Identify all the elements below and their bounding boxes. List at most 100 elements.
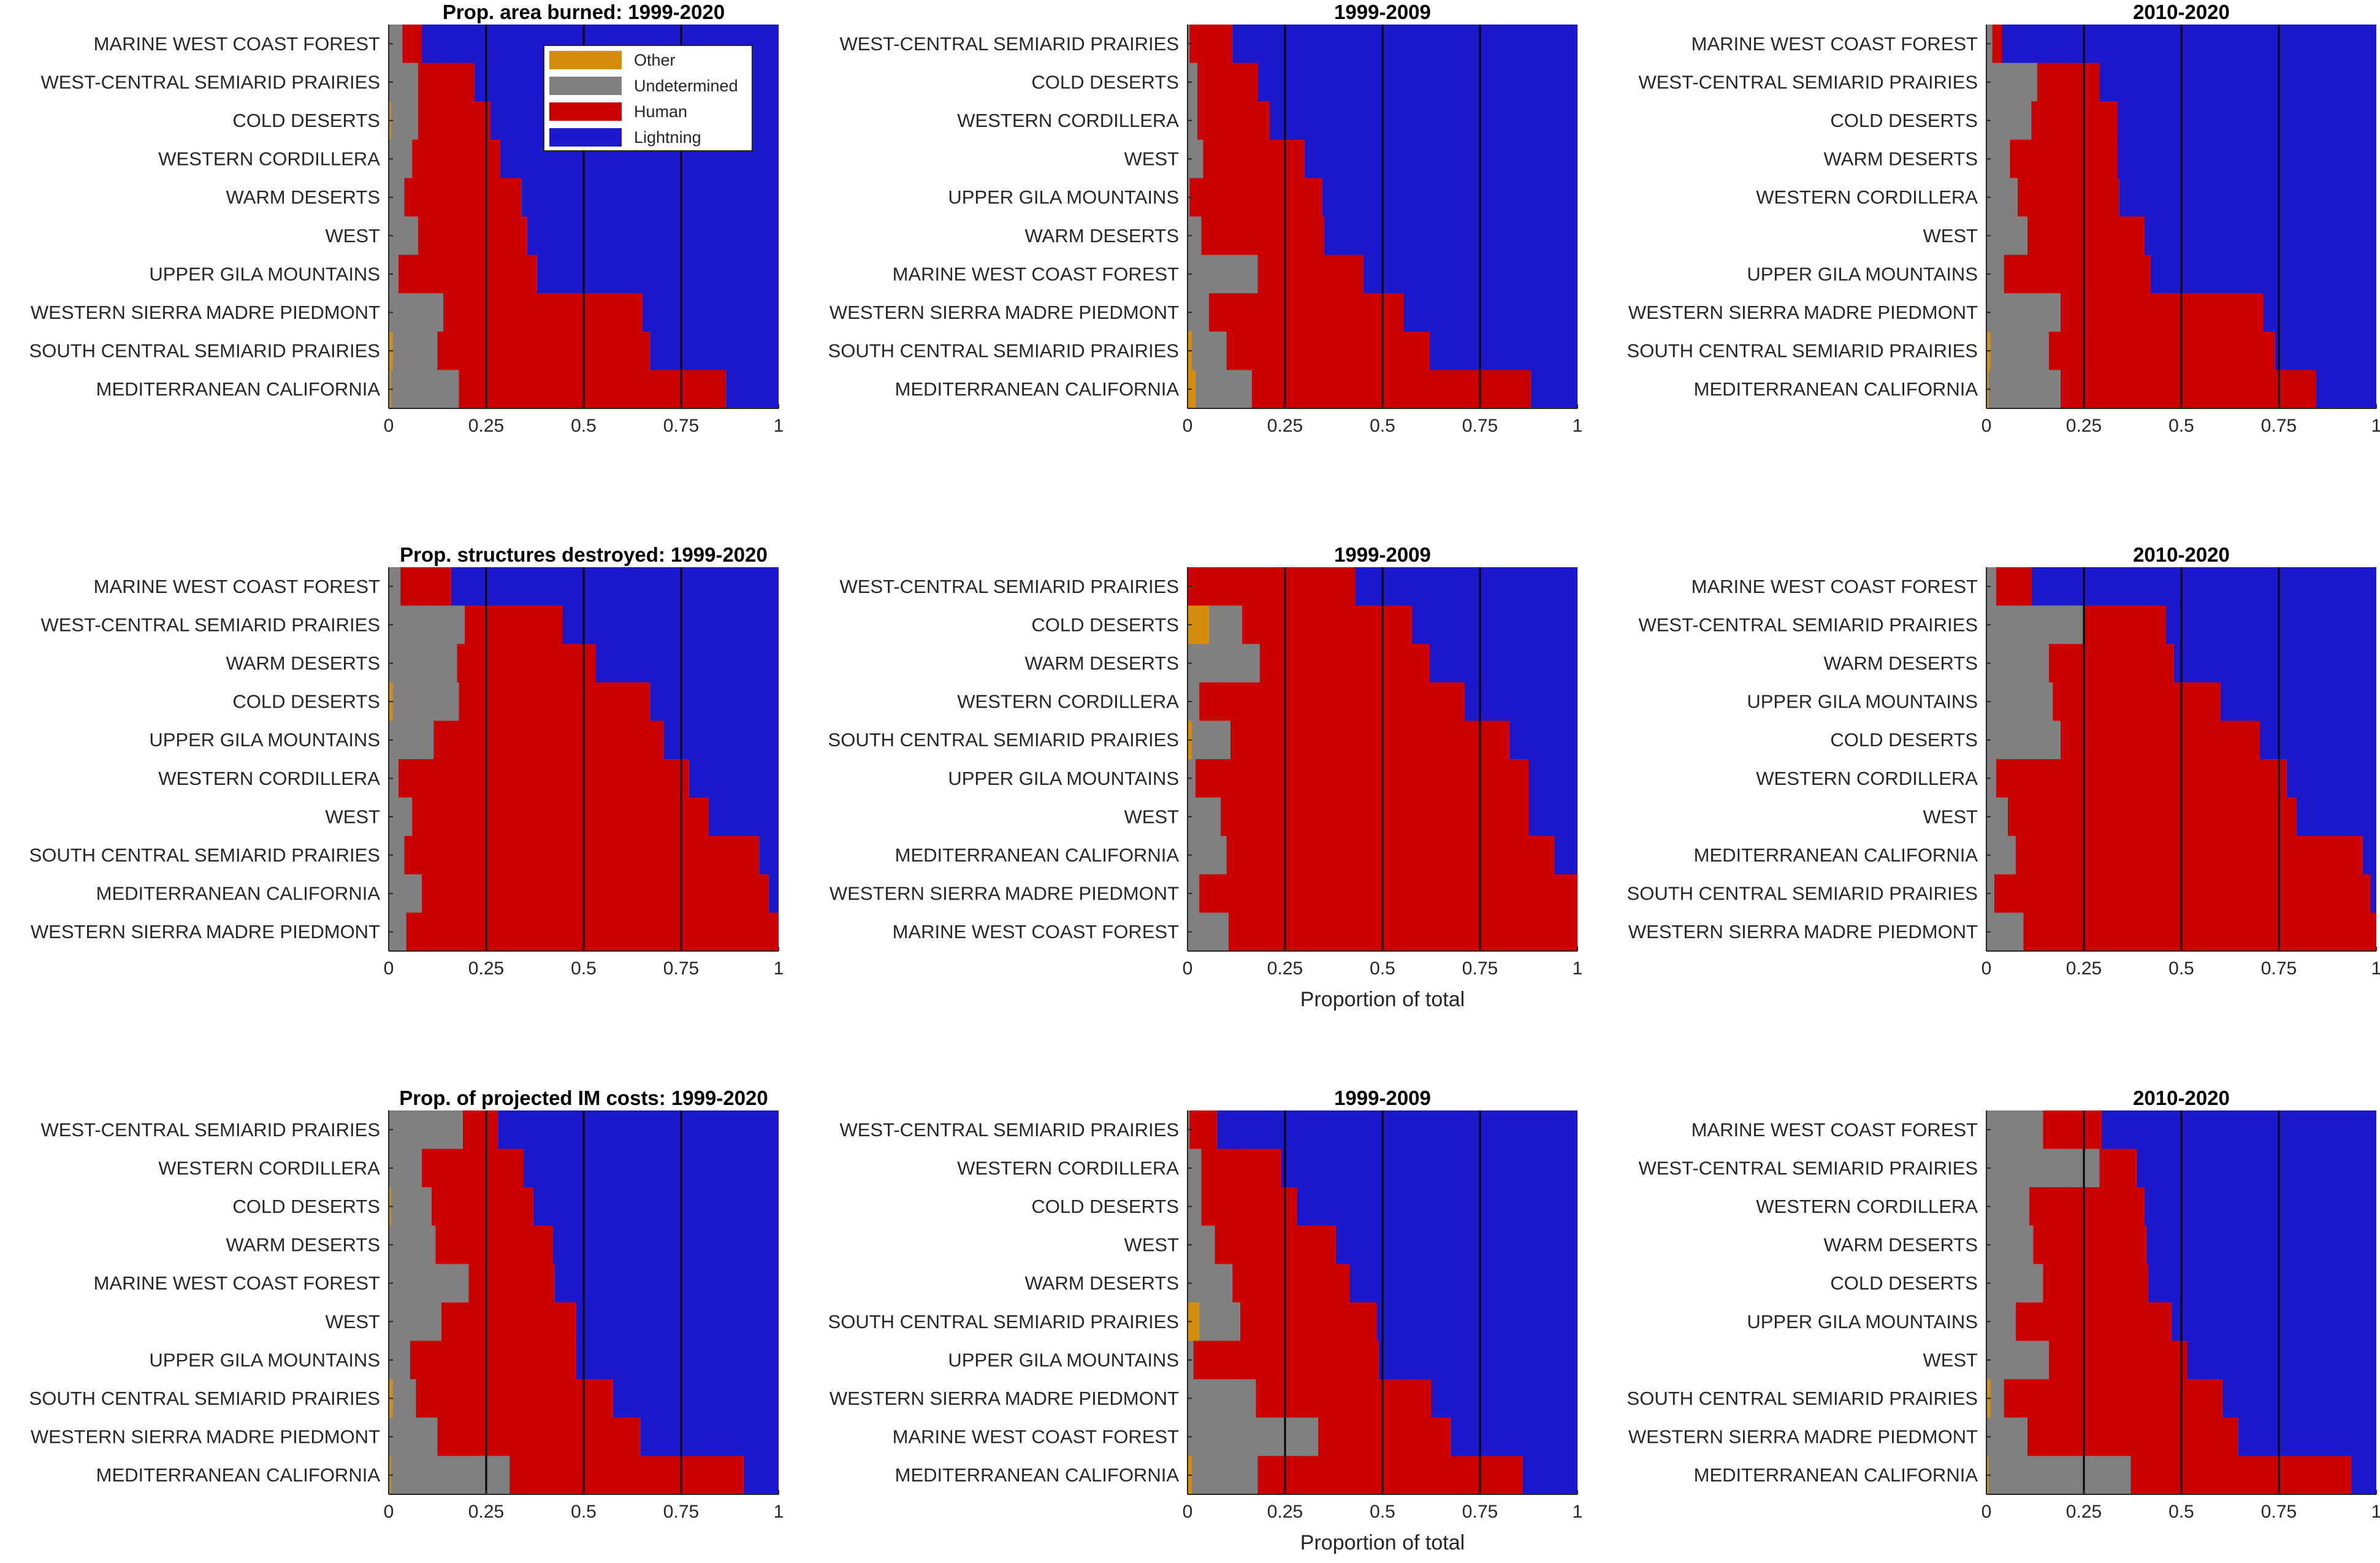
bar-segment-undetermined [1986, 567, 1996, 606]
bar-segment-undetermined [1986, 759, 1996, 798]
bar-segment-human [2033, 1225, 2146, 1264]
bar-segment-undetermined [1986, 216, 2027, 256]
category-label: WARM DESERTS [1824, 652, 1978, 674]
bar-segment-lightning [2101, 1110, 2376, 1150]
bar-segment-lightning [1429, 331, 1577, 370]
category-label: WESTERN SIERRA MADRE PIEDMONT [31, 921, 380, 942]
x-tick-label: 0.5 [571, 1502, 597, 1522]
bar-segment-undetermined [1188, 101, 1197, 140]
x-tick-label: 0 [1183, 958, 1193, 979]
panel-8: WEST-CENTRAL SEMIARID PRAIRIES WESTERN CO… [828, 1087, 1583, 1554]
bar-segment-lightning [2165, 605, 2376, 644]
category-label: COLD DESERTS [1031, 614, 1179, 635]
category-label: WESTERN SIERRA MADRE PIEDMONT [31, 1426, 380, 1448]
bar-segment-undetermined [1188, 797, 1221, 836]
panel-title: Prop. area burned: 1999-2020 [443, 1, 725, 23]
category-label: WEST [1923, 1349, 1978, 1370]
bar-segment-lightning [2150, 254, 2376, 294]
bar-segment-human [2031, 101, 2118, 140]
bar-segment-human [1189, 25, 1233, 64]
bar-segment-human [1226, 331, 1430, 370]
bar-segment-human [2060, 720, 2260, 760]
bar-segment-undetermined [1990, 331, 2049, 370]
bar-segment-undetermined [392, 1379, 416, 1418]
category-label: WARM DESERTS [1025, 652, 1179, 674]
x-tick-label: 1 [2371, 1502, 2380, 1522]
category-label: SOUTH CENTRAL SEMIARID PRAIRIES [1627, 883, 1978, 904]
bar-segment-human [2015, 836, 2363, 875]
bar-segment-human [462, 1110, 498, 1150]
bar-segment-human [418, 216, 527, 256]
bar-segment-human [459, 370, 727, 409]
bar-segment-human [398, 759, 689, 798]
bar-segment-lightning [1411, 605, 1577, 644]
bar-segment-human [1992, 25, 2002, 64]
legend: Other Undetermined Human Lightning [543, 45, 753, 151]
legend-swatch-undetermined [549, 77, 622, 95]
bar-segment-undetermined [1188, 682, 1200, 721]
category-label: SOUTH CENTRAL SEMIARID PRAIRIES [29, 340, 380, 362]
category-label: WESTERN CORDILLERA [158, 148, 380, 170]
bar-segment-lightning [1378, 1340, 1577, 1380]
category-label: MARINE WEST COAST FOREST [94, 1272, 380, 1294]
bar-segment-human [412, 139, 500, 178]
category-label: MARINE WEST COAST FOREST [94, 33, 380, 55]
panel-title: Prop. of projected IM costs: 1999-2020 [399, 1087, 768, 1109]
category-label: SOUTH CENTRAL SEMIARID PRAIRIES [1627, 340, 1978, 362]
category-label: WESTERN CORDILLERA [158, 1157, 380, 1179]
bar-segment-lightning [650, 682, 779, 721]
bar-segment-human [1199, 682, 1465, 721]
bar-segment-undetermined [1988, 1456, 2131, 1495]
bar-segment-human [410, 1340, 576, 1380]
panel-2: WEST-CENTRAL SEMIARID PRAIRIES COLD DESER… [828, 1, 1583, 436]
bar-segment-undetermined [1986, 1302, 2016, 1342]
x-tick-label: 0.5 [571, 958, 597, 979]
bar-segment-human [400, 567, 451, 606]
bar-segment-undetermined [389, 1302, 441, 1342]
bar-segment-undetermined [1188, 1225, 1215, 1264]
x-tick-label: 0.5 [2168, 958, 2194, 979]
bar-segment-human [1996, 759, 2287, 798]
x-tick-label: 0.75 [1462, 416, 1498, 436]
category-label: SOUTH CENTRAL SEMIARID PRAIRIES [1627, 1388, 1978, 1409]
bar-segment-human [2010, 139, 2118, 178]
bar-segment-lightning [1232, 25, 1577, 64]
bar-segment-undetermined [1986, 101, 2032, 140]
panel-5: WEST-CENTRAL SEMIARID PRAIRIES COLD DESER… [828, 543, 1583, 1011]
bar-segment-undetermined [1188, 254, 1258, 294]
bar-segment-human [2004, 254, 2151, 294]
bar-segment-lightning [743, 1456, 779, 1495]
bar-segment-human [433, 720, 664, 760]
bar-segment-undetermined [1986, 1110, 2043, 1150]
bar-segment-lightning [527, 216, 779, 256]
category-label: WEST [325, 1311, 380, 1332]
bar-segment-undetermined [1195, 370, 1252, 409]
category-label: WESTERN CORDILLERA [1756, 186, 1978, 208]
bar-segment-lightning [2275, 331, 2376, 370]
bar-segment-human [418, 63, 475, 102]
bar-segment-human [404, 178, 522, 217]
category-label: COLD DESERTS [232, 691, 380, 713]
bar-segment-lightning [533, 1187, 779, 1226]
x-tick-label: 0.75 [2261, 416, 2297, 436]
panel-title: 2010-2020 [2133, 1087, 2230, 1109]
category-label: WESTERN SIERRA MADRE PIEDMONT [1628, 302, 1978, 323]
bar-segment-human [2007, 797, 2297, 836]
legend-label-human: Human [634, 102, 687, 121]
x-axis-label: Proportion of total [1300, 1531, 1465, 1554]
bar-segment-undetermined [1986, 836, 2016, 875]
bar-segment-undetermined [1990, 1379, 2004, 1418]
bar-segment-lightning [1335, 1225, 1577, 1264]
bar-segment-lightning [2362, 836, 2376, 875]
panel-title: 2010-2020 [2133, 1, 2230, 23]
category-label: COLD DESERTS [1031, 71, 1179, 93]
bar-segment-undetermined [1986, 1264, 2043, 1303]
bar-segment-undetermined [389, 1148, 422, 1188]
x-tick-label: 0.5 [2168, 1502, 2194, 1522]
category-label: MEDITERRANEAN CALIFORNIA [895, 844, 1180, 866]
x-tick-label: 1 [1573, 416, 1583, 436]
panel-title: 1999-2009 [1334, 543, 1431, 566]
bar-segment-lightning [2119, 178, 2376, 217]
legend-label-undetermined: Undetermined [634, 77, 738, 95]
category-label: WEST [1124, 148, 1179, 170]
